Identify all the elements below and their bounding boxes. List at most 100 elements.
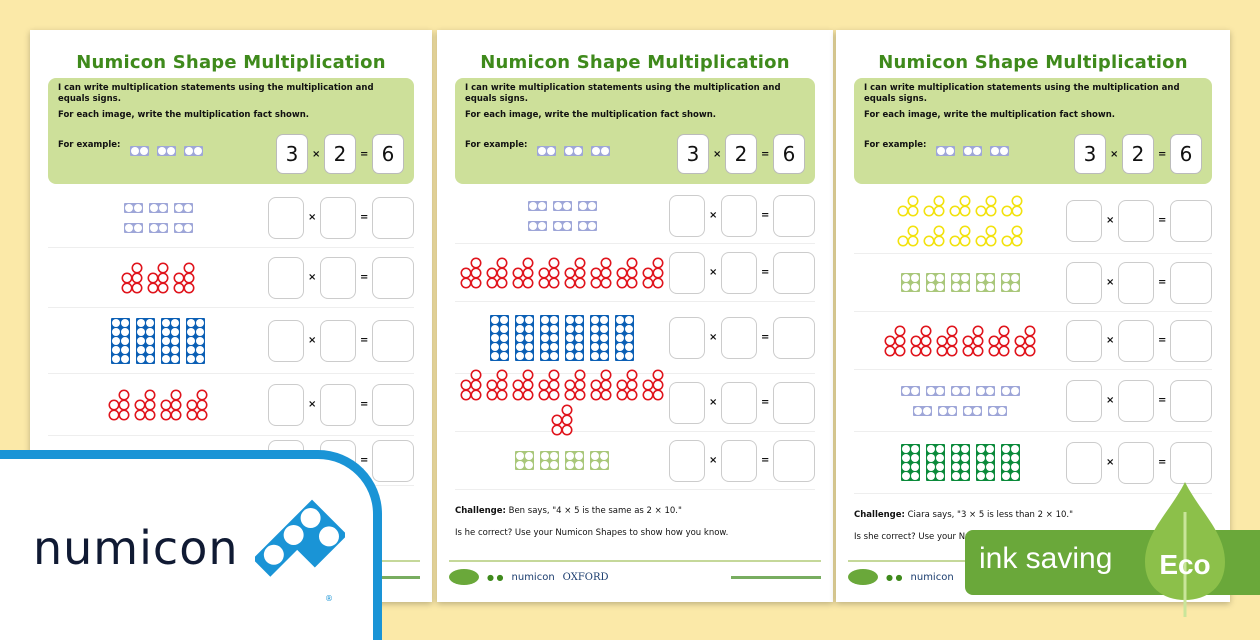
- numicon-shape-2: [938, 405, 957, 416]
- answer-factor-a[interactable]: [1066, 379, 1102, 422]
- example-factor-a: 3: [677, 134, 709, 174]
- numicon-shape-5: [487, 257, 507, 288]
- answer-factor-a[interactable]: [268, 196, 304, 239]
- numicon-shape-5: [591, 370, 611, 400]
- numicon-shape-3: [898, 225, 918, 246]
- answer-equation: ×=: [268, 319, 414, 362]
- times-sign: ×: [1110, 148, 1119, 160]
- answer-product[interactable]: [372, 439, 414, 482]
- times-sign: ×: [1106, 215, 1115, 226]
- answer-factor-b[interactable]: [320, 383, 356, 426]
- answer-factor-a[interactable]: [669, 381, 705, 424]
- answer-product[interactable]: [773, 381, 815, 424]
- answer-product[interactable]: [1170, 199, 1212, 242]
- question-row: ×=: [455, 370, 815, 435]
- answer-factor-a[interactable]: [268, 319, 304, 362]
- answer-product[interactable]: [773, 194, 815, 237]
- answer-equation: ×=: [669, 316, 815, 359]
- answer-product[interactable]: [372, 319, 414, 362]
- answer-factor-a[interactable]: [669, 439, 705, 482]
- equals-sign: =: [1158, 277, 1167, 288]
- answer-factor-a[interactable]: [1066, 261, 1102, 304]
- answer-product[interactable]: [372, 256, 414, 299]
- example-equation: 3 × 2 = 6: [1074, 134, 1202, 174]
- question-row: ×=: [455, 244, 815, 302]
- numicon-shape-5: [513, 257, 533, 288]
- numicon-shape-10: [136, 317, 155, 364]
- numicon-shape-5: [513, 370, 533, 400]
- answer-factor-b[interactable]: [1118, 379, 1154, 422]
- example-factor-b: 2: [324, 134, 356, 174]
- numicon-shapes: [455, 257, 669, 288]
- answer-factor-a[interactable]: [1066, 441, 1102, 484]
- numicon-shape-2: [527, 200, 547, 211]
- answer-product[interactable]: [372, 196, 414, 239]
- example-shape-two: [936, 146, 955, 156]
- question-row: ×=: [48, 374, 414, 436]
- numicon-shape-5: [617, 257, 637, 288]
- answer-product[interactable]: [1170, 319, 1212, 362]
- answer-factor-b[interactable]: [721, 251, 757, 294]
- worksheet-title: Numicon Shape Multiplication: [878, 52, 1188, 73]
- numicon-shape-2: [173, 222, 193, 233]
- answer-factor-a[interactable]: [268, 383, 304, 426]
- times-sign: ×: [709, 210, 718, 221]
- intro-box: I can write multiplication statements us…: [48, 78, 414, 184]
- question-row: ×=: [854, 188, 1212, 254]
- answer-product[interactable]: [773, 251, 815, 294]
- equals-sign: =: [1158, 395, 1167, 406]
- instruction: For each image, write the multiplication…: [58, 110, 310, 120]
- numicon-shape-4: [540, 451, 559, 470]
- example-shape-two: [963, 146, 982, 156]
- example-shape-two: [564, 146, 583, 156]
- answer-factor-b[interactable]: [320, 196, 356, 239]
- numicon-shape-3: [924, 225, 944, 246]
- answer-product[interactable]: [773, 316, 815, 359]
- answer-factor-b[interactable]: [721, 316, 757, 359]
- answer-factor-a[interactable]: [1066, 199, 1102, 242]
- answer-equation: ×=: [669, 251, 815, 294]
- answer-factor-a[interactable]: [669, 251, 705, 294]
- answer-factor-a[interactable]: [1066, 319, 1102, 362]
- numicon-shape-3: [924, 195, 944, 216]
- example-product: 6: [372, 134, 404, 174]
- answer-factor-a[interactable]: [669, 316, 705, 359]
- numicon-shapes: [48, 389, 268, 420]
- equals-sign: =: [761, 397, 770, 408]
- numicon-shape-2: [577, 220, 597, 231]
- numicon-shapes: [48, 202, 268, 233]
- learning-objective: I can write multiplication statements us…: [58, 83, 374, 104]
- answer-factor-b[interactable]: [1118, 261, 1154, 304]
- answer-factor-b[interactable]: [1118, 319, 1154, 362]
- intro-box: I can write multiplication statements us…: [854, 78, 1212, 184]
- answer-factor-b[interactable]: [721, 439, 757, 482]
- equals-sign: =: [1158, 457, 1167, 468]
- numicon-shape-2: [975, 385, 995, 396]
- numicon-shape-8: [950, 444, 970, 481]
- times-sign: ×: [1106, 335, 1115, 346]
- times-sign: ×: [308, 272, 317, 283]
- answer-factor-b[interactable]: [721, 381, 757, 424]
- answer-equation: ×=: [1066, 441, 1212, 484]
- answer-factor-b[interactable]: [721, 194, 757, 237]
- answer-factor-a[interactable]: [669, 194, 705, 237]
- numicon-shapes: [455, 370, 669, 435]
- example-shape-two: [591, 146, 610, 156]
- answer-product[interactable]: [773, 439, 815, 482]
- intro-box: I can write multiplication statements us…: [455, 78, 815, 184]
- answer-product[interactable]: [372, 383, 414, 426]
- answer-factor-a[interactable]: [268, 256, 304, 299]
- answer-product[interactable]: [1170, 379, 1212, 422]
- question-row: ×=: [455, 432, 815, 490]
- answer-factor-b[interactable]: [1118, 199, 1154, 242]
- question-rows: ×=×=×=×=×=: [854, 188, 1212, 494]
- equals-sign: =: [360, 148, 369, 160]
- numicon-shape-10: [615, 314, 634, 361]
- answer-factor-b[interactable]: [320, 256, 356, 299]
- numicon-wordmark: numicon: [33, 521, 239, 575]
- numicon-shape-5: [539, 257, 559, 288]
- answer-factor-b[interactable]: [320, 319, 356, 362]
- answer-factor-b[interactable]: [1118, 441, 1154, 484]
- answer-product[interactable]: [1170, 441, 1212, 484]
- answer-product[interactable]: [1170, 261, 1212, 304]
